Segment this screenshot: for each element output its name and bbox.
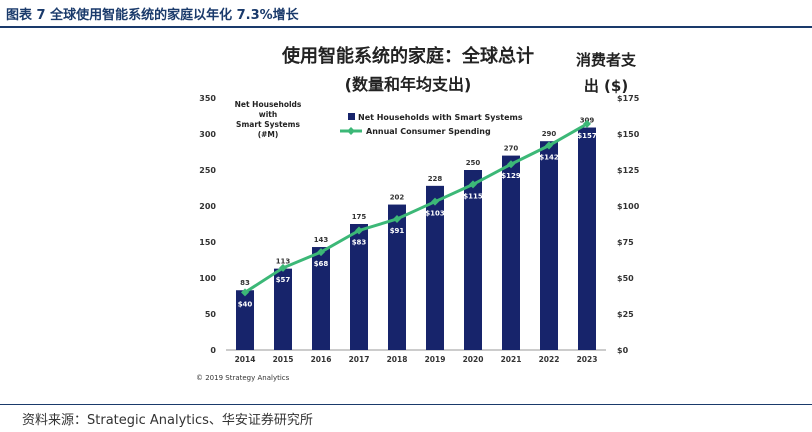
line-point bbox=[545, 141, 553, 150]
line-value-label: $57 bbox=[276, 276, 291, 284]
bar-value-label: 228 bbox=[428, 175, 443, 183]
title-divider bbox=[0, 26, 812, 28]
bar bbox=[464, 170, 482, 350]
bar-value-label: 270 bbox=[504, 145, 519, 153]
right-y-tick-label: $125 bbox=[617, 166, 640, 175]
line-point bbox=[431, 197, 439, 206]
left-y-tick-label: 100 bbox=[199, 274, 216, 283]
bar bbox=[502, 155, 520, 350]
bar bbox=[388, 204, 406, 350]
line-point bbox=[241, 288, 249, 297]
left-axis-label-line: Smart Systems bbox=[236, 120, 300, 129]
legend-bar-label: Net Households with Smart Systems bbox=[358, 113, 523, 122]
x-tick-label: 2015 bbox=[273, 355, 294, 364]
right-axis-label-line: 出 ($) bbox=[584, 77, 628, 95]
bar-value-label: 175 bbox=[352, 213, 367, 221]
bar-value-label: 83 bbox=[240, 279, 250, 287]
left-y-axis: 0 50 100 150 200 250 300 350 bbox=[199, 94, 216, 355]
x-axis: 2014 2015 2016 2017 2018 2019 2020 2021 2022 2023 bbox=[235, 355, 598, 364]
bar bbox=[236, 290, 254, 350]
left-y-tick-label: 50 bbox=[205, 310, 217, 319]
line-point bbox=[507, 160, 515, 169]
right-y-tick-label: $75 bbox=[617, 238, 634, 247]
line-point bbox=[583, 119, 591, 128]
bar bbox=[540, 141, 558, 350]
x-tick-label: 2022 bbox=[539, 355, 560, 364]
bar bbox=[578, 127, 596, 351]
x-tick-label: 2014 bbox=[235, 355, 256, 364]
bar-value-label: 113 bbox=[276, 258, 291, 266]
x-tick-label: 2016 bbox=[311, 355, 332, 364]
line-value-label: $68 bbox=[314, 260, 329, 268]
legend-line-label: Annual Consumer Spending bbox=[366, 127, 491, 136]
x-tick-label: 2020 bbox=[463, 355, 484, 364]
line-value-label: $83 bbox=[352, 238, 367, 246]
spending-line bbox=[244, 122, 588, 294]
x-tick-label: 2019 bbox=[425, 355, 446, 364]
right-y-tick-label: $175 bbox=[617, 94, 640, 103]
line-series: $40 $57 $68 $83 $91 $103 $115 $129 $142 $157 bbox=[238, 119, 597, 308]
chart-subtitle: (数量和年均支出) bbox=[345, 75, 472, 94]
right-y-axis: $0 $25 $50 $75 $100 $125 $150 $175 bbox=[617, 94, 640, 355]
bar bbox=[274, 268, 292, 350]
bar-value-label: 143 bbox=[314, 236, 329, 244]
right-y-tick-label: $0 bbox=[617, 346, 629, 355]
left-y-tick-label: 250 bbox=[199, 166, 216, 175]
right-axis-label-line: 消费者支 bbox=[576, 51, 637, 69]
line-point bbox=[355, 226, 363, 235]
source-note: 资料来源：Strategic Analytics、华安证券研究所 bbox=[22, 413, 313, 428]
left-y-tick-label: 150 bbox=[199, 238, 216, 247]
line-value-label: $115 bbox=[463, 192, 483, 200]
right-y-tick-label: $150 bbox=[617, 130, 640, 139]
legend: Net Households with Smart Systems Annual… bbox=[340, 113, 523, 136]
x-tick-label: 2021 bbox=[501, 355, 522, 364]
x-tick-label: 2018 bbox=[387, 355, 408, 364]
line-point bbox=[393, 214, 401, 223]
bar-series bbox=[236, 127, 596, 351]
line-point bbox=[317, 248, 325, 257]
left-y-tick-label: 350 bbox=[199, 94, 216, 103]
line-value-label: $103 bbox=[425, 210, 445, 218]
right-y-tick-label: $50 bbox=[617, 274, 634, 283]
copyright-note: © 2019 Strategy Analytics bbox=[196, 374, 290, 382]
left-axis-label-line: with bbox=[259, 110, 277, 119]
line-point bbox=[279, 263, 287, 272]
left-y-tick-label: 200 bbox=[199, 202, 216, 211]
left-axis-label-line: (#M) bbox=[258, 130, 279, 139]
bar-value-label: 290 bbox=[542, 130, 557, 138]
line-point bbox=[469, 180, 477, 189]
bar bbox=[312, 247, 330, 350]
line-value-label: $129 bbox=[501, 172, 521, 180]
x-tick-label: 2023 bbox=[577, 355, 598, 364]
x-tick-label: 2017 bbox=[349, 355, 370, 364]
line-value-label: $40 bbox=[238, 300, 253, 308]
right-y-tick-label: $25 bbox=[617, 310, 634, 319]
right-y-tick-label: $100 bbox=[617, 202, 640, 211]
bar bbox=[426, 185, 444, 350]
chart-title: 使用智能系统的家庭：全球总计 bbox=[281, 45, 534, 67]
legend-bar-swatch bbox=[348, 113, 355, 120]
source-divider bbox=[0, 404, 812, 405]
figure-title: 图表 7 全球使用智能系统的家庭以年化 7.3%增长 bbox=[6, 8, 299, 23]
line-value-label: $91 bbox=[390, 227, 405, 235]
legend-line-marker bbox=[347, 127, 355, 135]
line-value-label: $142 bbox=[539, 154, 559, 162]
left-y-tick-label: 0 bbox=[210, 346, 216, 355]
bar-value-label: 202 bbox=[390, 194, 405, 202]
left-y-tick-label: 300 bbox=[199, 130, 216, 139]
bar-value-label: 250 bbox=[466, 159, 481, 167]
line-value-label: $157 bbox=[577, 132, 597, 140]
bar bbox=[350, 224, 368, 350]
left-axis-label-line: Net Households bbox=[235, 100, 302, 109]
